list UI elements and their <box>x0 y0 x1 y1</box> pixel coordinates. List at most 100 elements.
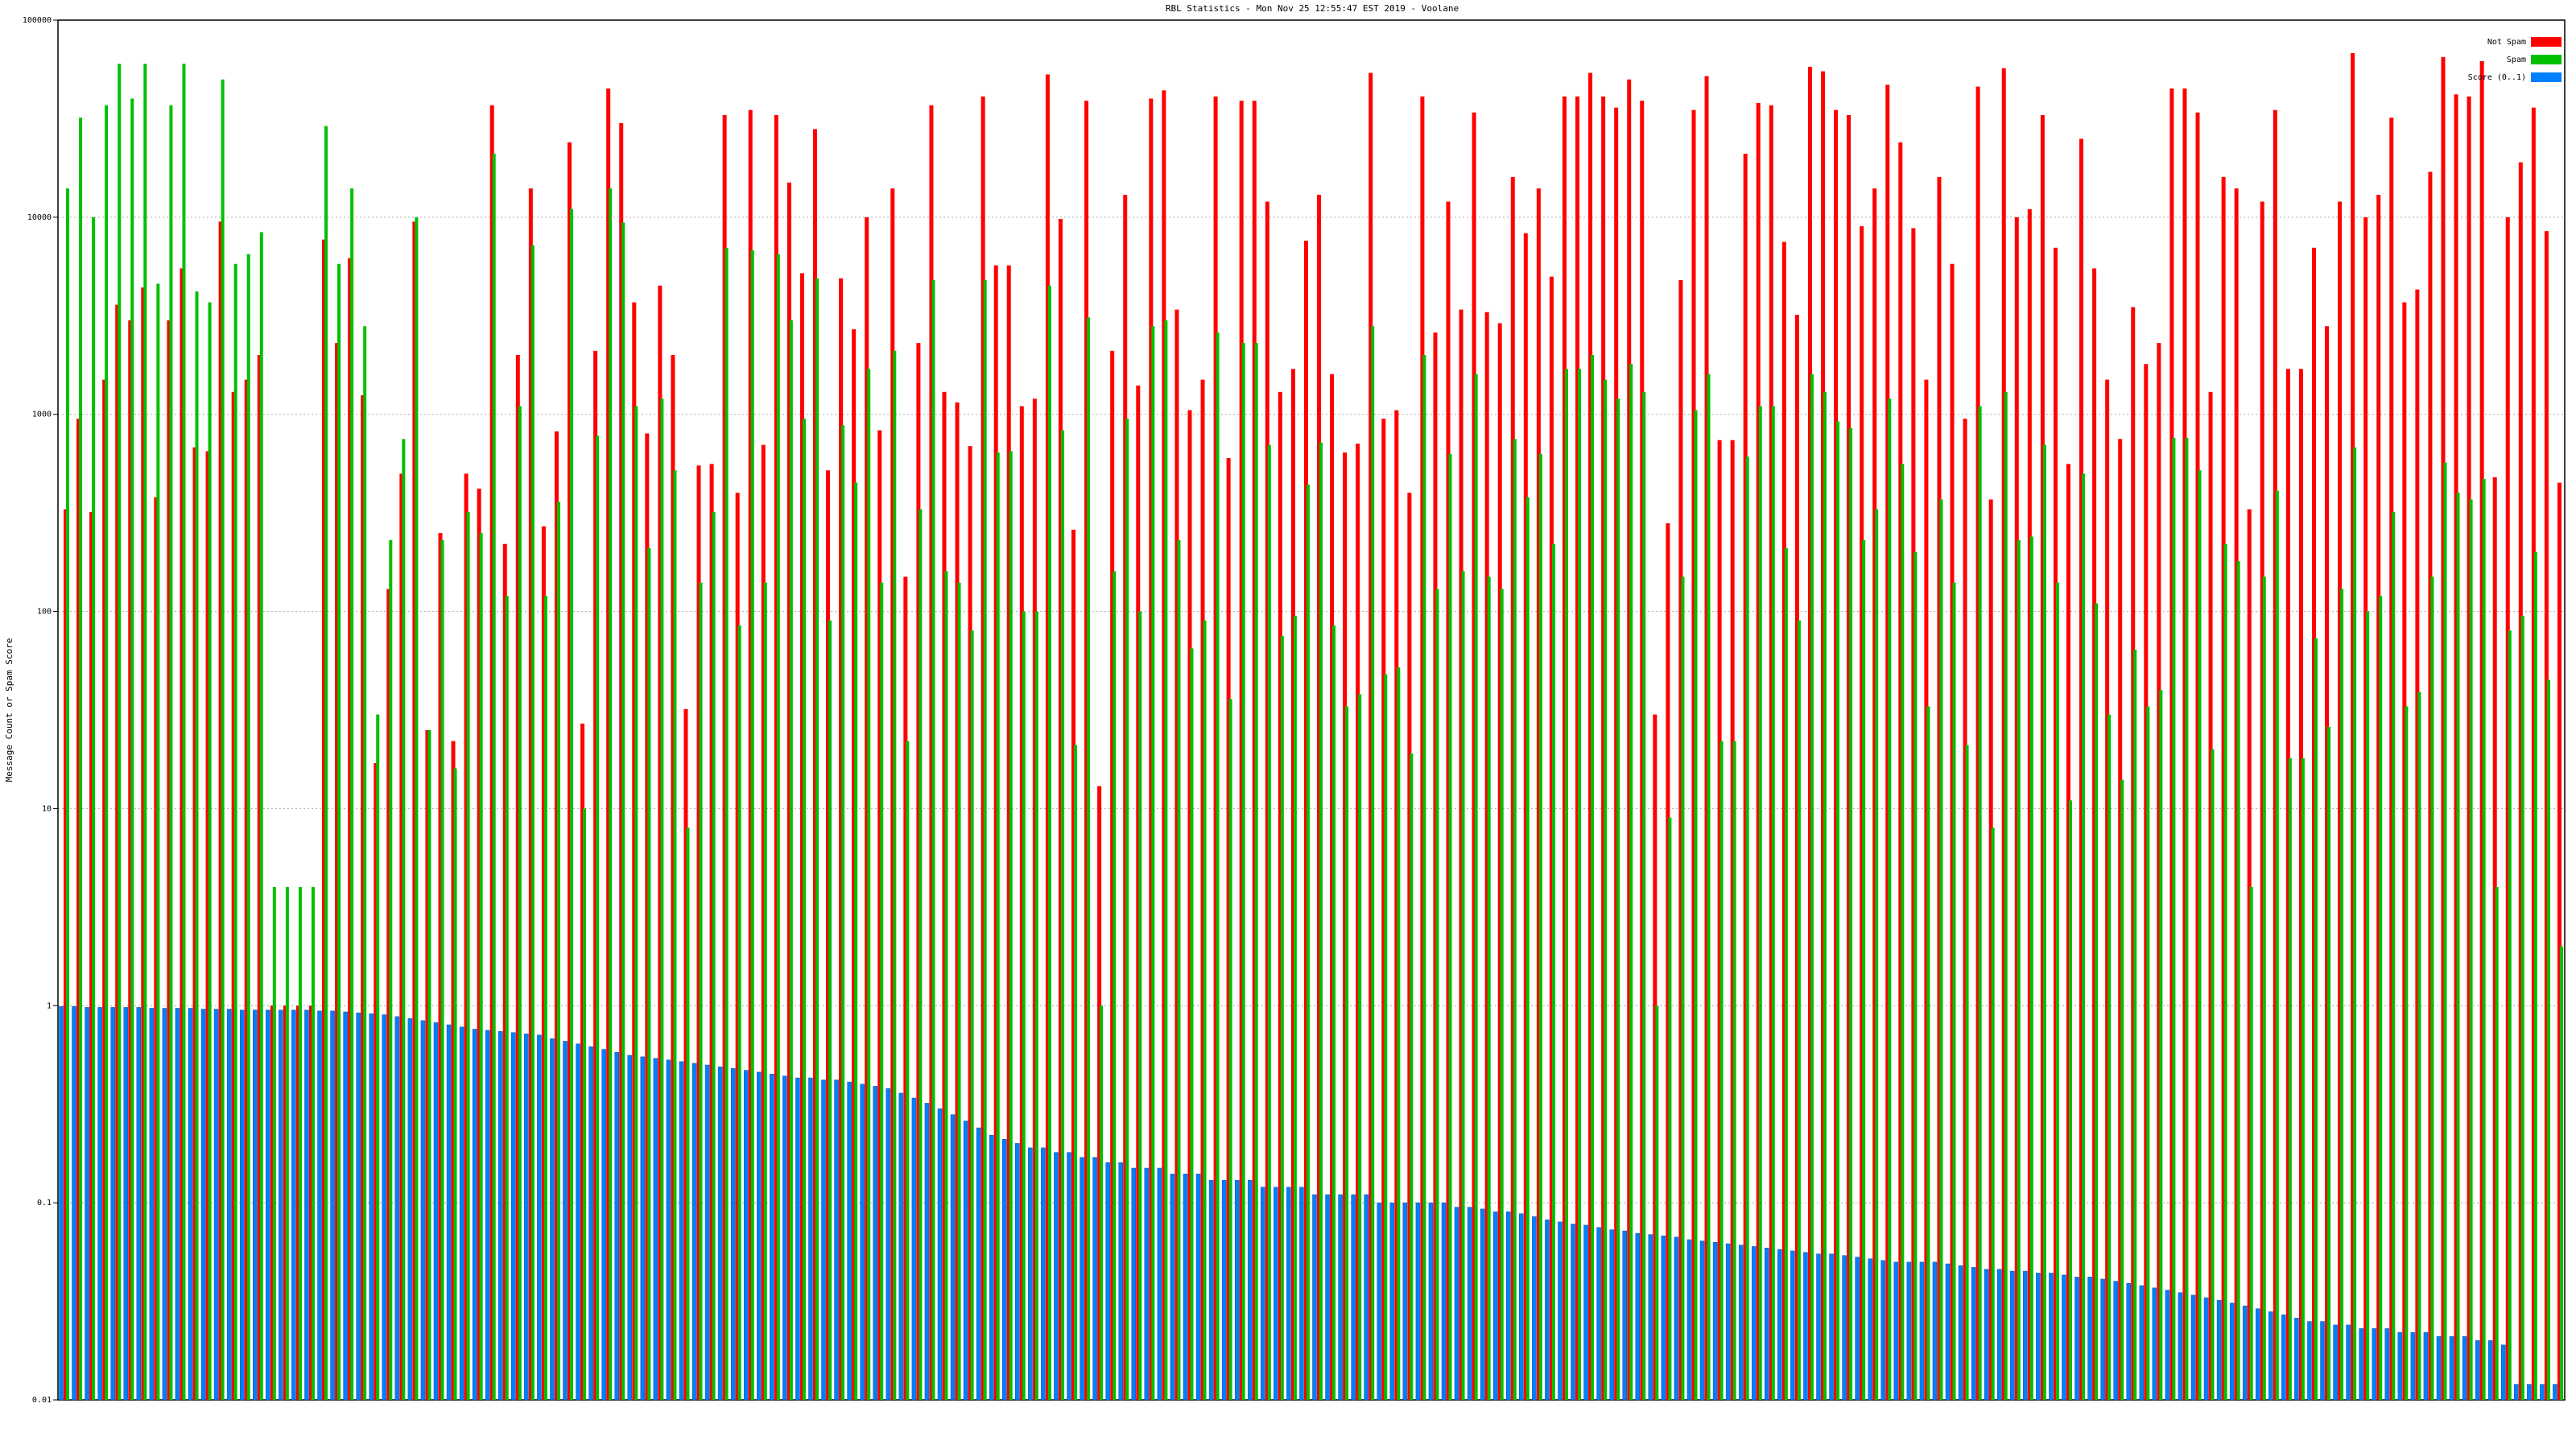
bar <box>1752 1246 1757 1401</box>
bar <box>311 886 315 1400</box>
bar <box>2527 1384 2532 1401</box>
bar <box>1420 96 1425 1401</box>
bar <box>1996 1269 2002 1401</box>
bar <box>1571 1224 1575 1401</box>
bar <box>226 1009 232 1401</box>
bar <box>968 446 972 1400</box>
bar <box>1045 74 1050 1400</box>
bar <box>2100 1278 2105 1401</box>
bar <box>786 182 791 1400</box>
bar <box>2195 112 2200 1401</box>
bar <box>802 419 806 1400</box>
bar <box>1299 1187 1304 1401</box>
bar <box>1784 547 1788 1400</box>
bar <box>1325 1194 1330 1401</box>
bar <box>2320 1321 2325 1401</box>
y-tick-label: 0.1 <box>37 1199 52 1208</box>
bar <box>696 465 701 1400</box>
bar <box>993 265 998 1400</box>
bar <box>1047 285 1051 1401</box>
bar <box>1988 499 1993 1401</box>
bar <box>2027 208 2032 1400</box>
bar <box>1074 745 1078 1400</box>
bar <box>1149 98 1154 1400</box>
bar <box>2487 1340 2493 1401</box>
bar <box>743 1070 749 1401</box>
bar <box>433 1022 439 1401</box>
bar <box>2105 379 2110 1401</box>
bar <box>1707 374 1711 1401</box>
bar <box>2456 493 2460 1400</box>
bar <box>601 1049 606 1401</box>
bar <box>1860 226 1864 1401</box>
bar <box>821 1080 826 1401</box>
bar <box>712 511 716 1400</box>
bar <box>1756 102 1761 1401</box>
bar <box>415 217 419 1400</box>
bar <box>2533 551 2537 1400</box>
bar <box>1823 391 1827 1400</box>
bar <box>1939 499 1943 1401</box>
bar <box>2068 800 2072 1400</box>
bar <box>1208 1179 1214 1401</box>
bar <box>834 1080 839 1401</box>
bar <box>2120 779 2124 1400</box>
bar <box>1588 72 1593 1401</box>
bar <box>1097 786 1102 1400</box>
bar <box>1523 233 1528 1401</box>
bar <box>645 433 650 1401</box>
bar <box>1725 1243 1731 1401</box>
bar <box>1821 71 1826 1400</box>
bar <box>239 1009 245 1401</box>
bar <box>1286 1187 1291 1401</box>
bar <box>2208 391 2213 1400</box>
bar <box>427 729 431 1400</box>
bar <box>543 596 547 1400</box>
bar <box>1816 1253 1821 1401</box>
bar <box>283 1005 287 1400</box>
bar <box>924 1103 930 1401</box>
bar <box>583 808 587 1400</box>
bar <box>2505 217 2510 1400</box>
bar <box>412 221 417 1401</box>
bar <box>2376 194 2381 1401</box>
bar <box>1136 385 1141 1400</box>
bar <box>1144 1167 1150 1401</box>
bar <box>231 391 236 1400</box>
bar <box>730 1068 736 1401</box>
bar <box>554 431 559 1400</box>
bar <box>1312 1194 1317 1401</box>
bar <box>1536 188 1541 1400</box>
bar <box>1407 493 1412 1400</box>
bar <box>394 1016 400 1401</box>
bar <box>1221 1179 1227 1401</box>
bar <box>1203 620 1207 1400</box>
bar <box>2285 369 2290 1400</box>
bar <box>524 1033 529 1401</box>
bar <box>420 1020 426 1401</box>
bar <box>1519 1213 1524 1401</box>
bar <box>1872 188 1877 1400</box>
bar <box>2475 1340 2480 1401</box>
bar <box>259 232 263 1400</box>
bar <box>950 1114 956 1401</box>
bar <box>1924 379 1929 1401</box>
bar <box>2423 1331 2429 1401</box>
bar <box>244 379 249 1401</box>
bar <box>2402 302 2407 1400</box>
bar <box>1364 1194 1368 1401</box>
bar <box>2185 437 2189 1400</box>
bar <box>363 326 367 1400</box>
bar <box>1945 1263 1951 1401</box>
bar <box>200 1009 206 1401</box>
bar <box>374 763 378 1400</box>
bar <box>304 1009 309 1401</box>
bar <box>498 1031 503 1401</box>
bar <box>335 343 340 1401</box>
bar <box>1480 1208 1485 1401</box>
bar <box>192 447 197 1401</box>
bar <box>64 509 68 1400</box>
bar <box>1829 1253 1834 1401</box>
bar <box>1164 320 1168 1401</box>
